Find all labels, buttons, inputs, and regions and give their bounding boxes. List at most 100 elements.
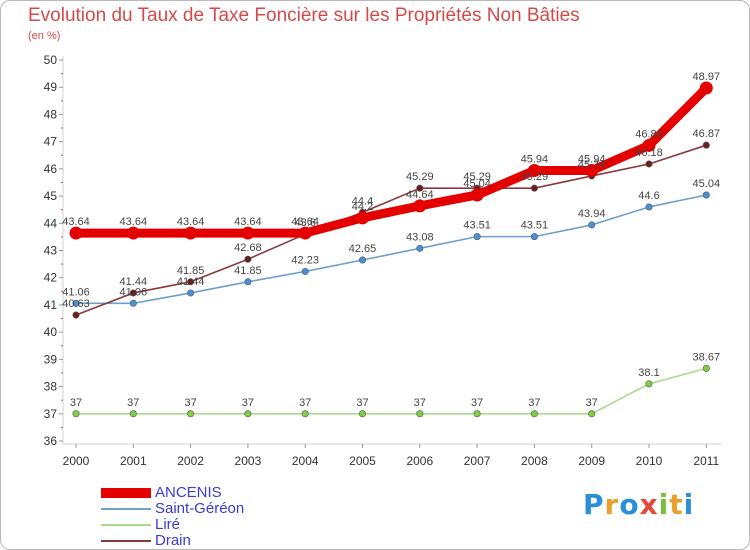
data-label: 45.29 xyxy=(463,171,491,183)
y-tick-label: 42 xyxy=(44,271,58,285)
y-tick-label: 44 xyxy=(44,216,58,230)
x-tick-label: 2002 xyxy=(177,454,204,468)
data-point xyxy=(416,184,424,192)
data-point xyxy=(126,226,140,240)
data-point xyxy=(702,364,710,372)
legend-swatch-lire xyxy=(101,524,151,526)
data-label: 42.68 xyxy=(234,242,262,254)
data-point xyxy=(702,191,710,199)
data-label: 43.08 xyxy=(406,231,434,243)
series-line-ancenis xyxy=(71,83,711,238)
data-point xyxy=(588,410,596,418)
y-tick-label: 49 xyxy=(44,80,58,94)
data-point xyxy=(470,188,484,202)
data-label: 43.64 xyxy=(177,216,205,228)
data-point xyxy=(699,81,713,95)
data-label: 43.51 xyxy=(521,220,549,232)
legend-swatch-drain xyxy=(101,540,151,542)
x-tick-label: 2011 xyxy=(693,454,719,468)
legend-swatch-saint-gereon xyxy=(101,508,151,510)
data-label: 37 xyxy=(127,397,139,409)
data-label: 41.85 xyxy=(234,265,262,277)
data-label: 42.23 xyxy=(291,254,319,266)
x-tick-label: 2005 xyxy=(349,454,376,468)
data-point xyxy=(244,255,252,263)
data-point xyxy=(358,256,366,264)
x-tick-label: 2000 xyxy=(63,454,90,468)
data-point xyxy=(244,278,252,286)
y-tick-label: 46 xyxy=(44,162,58,176)
data-label: 46.87 xyxy=(693,128,721,140)
data-point xyxy=(413,199,427,213)
x-tick-label: 2004 xyxy=(292,454,319,468)
data-point xyxy=(301,267,309,275)
y-tick-label: 36 xyxy=(44,434,58,448)
data-point xyxy=(72,299,80,307)
x-tick-label: 2003 xyxy=(235,454,262,468)
data-label: 43.64 xyxy=(62,216,90,228)
data-point xyxy=(69,226,83,240)
data-label: 45.04 xyxy=(693,178,721,190)
data-label: 37 xyxy=(184,397,196,409)
legend-label: Liré xyxy=(155,516,181,533)
y-tick-label: 37 xyxy=(44,407,58,421)
data-label: 37 xyxy=(528,397,540,409)
data-label: 45.74 xyxy=(578,159,606,171)
y-tick-label: 47 xyxy=(44,135,58,149)
data-label: 40.63 xyxy=(62,298,90,310)
data-point xyxy=(416,410,424,418)
data-point xyxy=(72,410,80,418)
legend-label: Saint-Géréon xyxy=(155,500,245,517)
data-point xyxy=(129,410,137,418)
data-point xyxy=(358,410,366,418)
x-tick-label: 2007 xyxy=(464,454,491,468)
series-line-liré xyxy=(75,367,708,415)
data-label: 41.06 xyxy=(62,286,90,298)
data-label: 44.64 xyxy=(406,189,434,201)
data-label: 45.29 xyxy=(406,171,434,183)
data-point xyxy=(645,160,653,168)
data-label: 43.6 xyxy=(294,217,315,229)
x-tick-label: 2008 xyxy=(521,454,548,468)
data-point xyxy=(416,244,424,252)
data-label: 48.97 xyxy=(693,71,721,83)
data-point xyxy=(530,184,538,192)
data-label: 45.29 xyxy=(521,171,549,183)
data-label: 37 xyxy=(471,397,483,409)
data-point xyxy=(241,226,255,240)
series-line-saint-géréon xyxy=(75,194,708,305)
proxiti-logo: Proxiti xyxy=(583,488,695,521)
chart-unit-label: (en %) xyxy=(28,30,61,42)
legend-swatch-ancenis xyxy=(101,488,151,498)
data-label: 41.44 xyxy=(120,276,148,288)
data-point xyxy=(187,278,195,286)
data-point xyxy=(645,380,653,388)
data-label: 44.6 xyxy=(638,190,659,202)
data-label: 38.1 xyxy=(638,367,659,379)
data-point xyxy=(187,410,195,418)
y-tick-label: 40 xyxy=(44,325,58,339)
data-label: 41.06 xyxy=(120,286,148,298)
data-label: 45.94 xyxy=(521,153,549,165)
data-point xyxy=(585,163,599,177)
data-label: 46.86 xyxy=(635,128,663,140)
legend-label: Drain xyxy=(155,532,191,549)
data-point xyxy=(244,410,252,418)
data-label: 37 xyxy=(242,397,254,409)
data-label: 43.94 xyxy=(578,208,606,220)
data-label: 43.64 xyxy=(120,216,148,228)
data-label: 43.64 xyxy=(291,216,319,228)
data-label: 42.65 xyxy=(349,243,377,255)
data-point xyxy=(298,226,312,240)
y-tick-label: 48 xyxy=(44,107,58,121)
data-point xyxy=(187,289,195,297)
x-tick-label: 2010 xyxy=(636,454,663,468)
data-label: 45.94 xyxy=(578,153,606,165)
x-tick-label: 2009 xyxy=(578,454,605,468)
y-tick-label: 41 xyxy=(44,298,58,312)
data-point xyxy=(184,226,198,240)
y-tick-label: 38 xyxy=(44,380,58,394)
data-point xyxy=(530,233,538,241)
